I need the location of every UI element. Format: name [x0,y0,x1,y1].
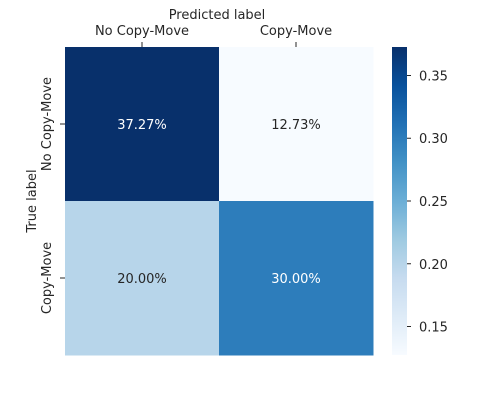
colorbar-tick-label: 0.35 [419,69,448,84]
y-axis-ticks: No Copy-Move Copy-Move [40,77,65,314]
cell-value-label: 37.27% [117,118,167,133]
y-axis-title: True label [25,169,40,233]
colorbar-tick-label: 0.15 [419,321,448,336]
cell-value-label: 12.73% [271,118,321,133]
heatmap-cells [65,47,374,356]
y-tick-label: Copy-Move [40,242,55,314]
heatmap-cell [65,201,220,356]
y-tick-label: No Copy-Move [40,77,55,171]
heatmap-cell [219,47,374,202]
colorbar-tick-label: 0.30 [419,132,448,147]
colorbar-tick-label: 0.25 [419,195,448,210]
x-axis-ticks: No Copy-Move Copy-Move [95,24,332,47]
x-axis-title: Predicted label [169,8,266,23]
x-tick-label: No Copy-Move [95,24,189,39]
cell-value-label: 30.00% [271,272,321,287]
heatmap-cell [65,47,220,202]
cell-value-label: 20.00% [117,272,167,287]
heatmap-cell [219,201,374,356]
x-tick-label: Copy-Move [260,24,332,39]
heatmap-cell-labels: 37.27% 12.73% 20.00% 30.00% [117,118,321,287]
colorbar [392,47,407,355]
colorbar-ticks: 0.15 0.20 0.25 0.30 0.35 [407,69,448,336]
colorbar-tick-label: 0.20 [419,258,448,273]
